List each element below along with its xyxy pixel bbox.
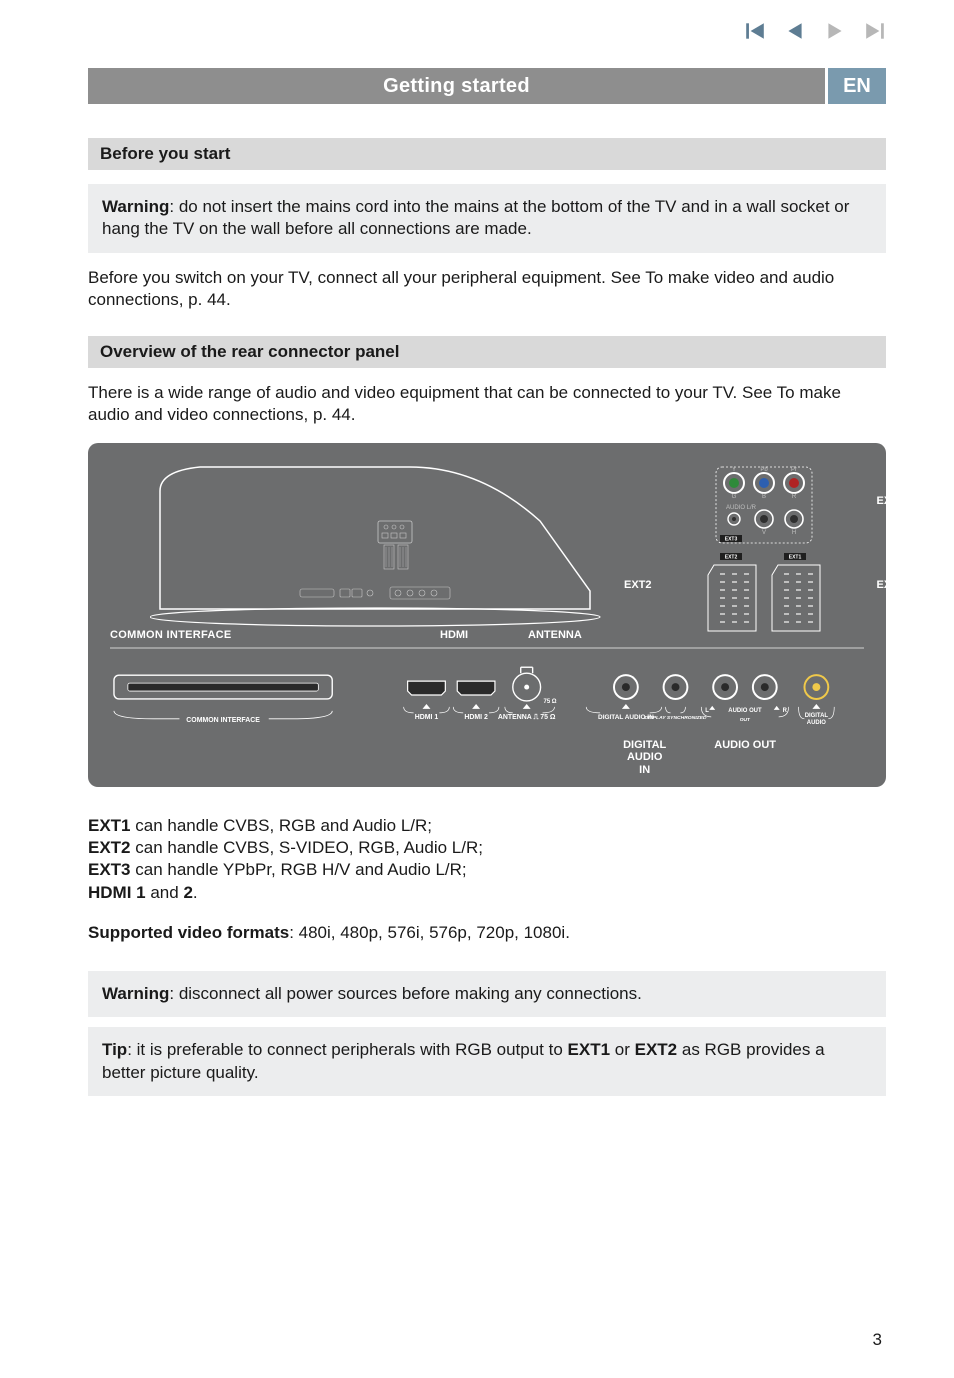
section-heading: Before you start [88,138,886,170]
svg-text:OUT: OUT [740,716,750,722]
diagram-divider [110,647,864,649]
spec-key: EXT3 [88,860,131,879]
spec-key: 2 [183,883,192,902]
formats-value: : 480i, 480p, 576i, 576p, 720p, 1080i. [289,923,570,942]
diagram-label: EXT2 [624,579,652,591]
diagram-callout: DIGITAL AUDIO IN [623,739,666,777]
svg-text:AUDIO L/R: AUDIO L/R [726,505,757,511]
formats-line: Supported video formats: 480i, 480p, 576… [88,922,886,944]
svg-text:B: B [762,494,766,500]
svg-text:AUDIO OUT: AUDIO OUT [728,708,762,714]
svg-text:V: V [762,530,766,536]
warning-box: Warning: do not insert the mains cord in… [88,184,886,253]
diagram-label: EXT3 [876,495,904,507]
diagram-callout: AUDIO OUT [714,739,776,777]
svg-text:L: L [705,708,709,714]
svg-text:EXT3: EXT3 [725,536,738,542]
tip-bold: EXT1 [568,1040,611,1059]
svg-text:EXT2: EXT2 [725,554,738,560]
warning-text: : do not insert the mains cord into the … [102,197,849,238]
svg-text:G: G [732,494,737,500]
diagram-label: HDMI [440,629,468,641]
spec-val: . [193,883,198,902]
spec-val: can handle YPbPr, RGB H/V and Audio L/R; [131,860,467,879]
page-number: 3 [873,1330,882,1350]
diagram-label: EXT1 [876,579,904,591]
tip-bold: EXT2 [635,1040,678,1059]
svg-text:EXT1: EXT1 [789,554,802,560]
spec-val: can handle CVBS, RGB and Audio L/R; [131,816,432,835]
pdf-nav-bar [744,20,886,42]
svg-text:75 Ω: 75 Ω [544,699,557,705]
prev-icon[interactable] [784,20,806,42]
svg-text:ANTENNA ⎍ 75 Ω: ANTENNA ⎍ 75 Ω [498,713,556,720]
paragraph: Before you switch on your TV, connect al… [88,267,886,312]
spec-val: can handle CVBS, S-VIDEO, RGB, Audio L/R… [131,838,483,857]
rear-panel-diagram: COMMON INTERFACE HDMI ANTENNA Y Pb Pr G … [88,443,886,787]
warning-text: : disconnect all power sources before ma… [169,984,641,1003]
svg-text:AUDIO: AUDIO [807,719,827,725]
spec-key: EXT2 [88,838,131,857]
warning-label: Warning [102,197,169,216]
svg-text:HDMI 1: HDMI 1 [415,713,439,720]
page-title: Getting started [88,68,825,104]
tip-label: Tip [102,1040,127,1059]
tip-box: Tip: it is preferable to connect periphe… [88,1027,886,1096]
svg-text:Pr: Pr [791,467,797,473]
connector-strip: COMMON INTERFACE HDMI 1 HDMI 2 75 Ω ANTE… [110,661,864,733]
svg-text:DIGITAL: DIGITAL [805,712,829,718]
skip-fwd-icon[interactable] [864,20,886,42]
diagram-label: COMMON INTERFACE [110,629,232,641]
svg-text:R: R [792,494,797,500]
tip-text: : it is preferable to connect peripheral… [127,1040,567,1059]
skip-back-icon[interactable] [744,20,766,42]
spec-key: EXT1 [88,816,131,835]
formats-label: Supported video formats [88,923,289,942]
warning-label: Warning [102,984,169,1003]
svg-text:COMMON INTERFACE: COMMON INTERFACE [186,716,260,723]
page-header: Getting started EN [88,68,886,104]
svg-text:H: H [792,530,796,536]
spec-val: and [146,883,184,902]
spec-key: HDMI 1 [88,883,146,902]
tip-text: or [610,1040,635,1059]
play-icon[interactable] [824,20,846,42]
warning-box: Warning: disconnect all power sources be… [88,971,886,1017]
ext-connectors-detail: Y Pb Pr G B R AUDIO L/R V H EXT3 EXT2 [664,461,864,641]
svg-text:DISPLAY SYNCHRONIZED: DISPLAY SYNCHRONIZED [644,714,706,720]
svg-text:Pb: Pb [760,467,768,473]
language-badge: EN [828,68,886,104]
svg-text:HDMI 2: HDMI 2 [464,713,488,720]
tv-back-illustration: COMMON INTERFACE HDMI ANTENNA [110,461,652,641]
svg-text:Y: Y [732,467,736,473]
section-heading: Overview of the rear connector panel [88,336,886,368]
spec-list: EXT1 can handle CVBS, RGB and Audio L/R;… [88,815,886,905]
diagram-label: ANTENNA [528,629,582,641]
paragraph: There is a wide range of audio and video… [88,382,886,427]
